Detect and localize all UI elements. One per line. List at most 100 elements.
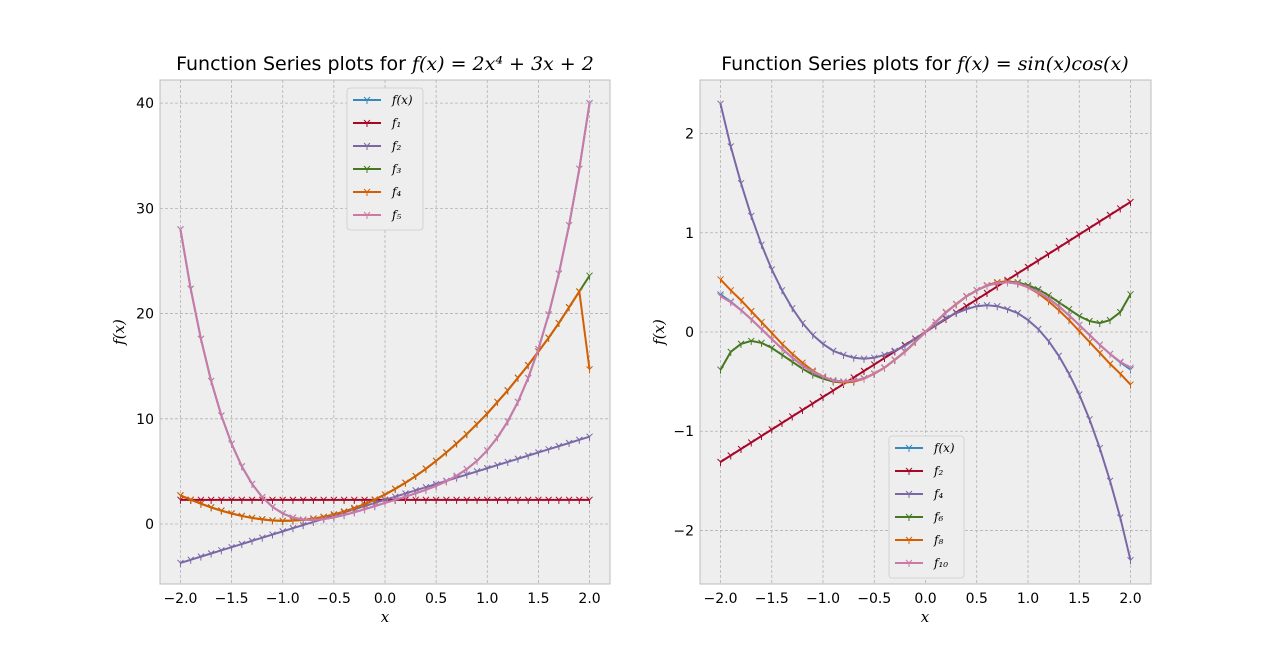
data-point: [207, 504, 215, 512]
x-tick-label: −2.0: [163, 591, 197, 607]
data-point: [1045, 250, 1052, 259]
data-point: [289, 524, 297, 533]
data-point: [983, 301, 991, 310]
data-point: [778, 340, 786, 348]
data-point: [1075, 312, 1083, 321]
data-point: [1004, 279, 1011, 287]
data-point: [545, 496, 552, 504]
data-point: [207, 377, 215, 385]
data-point: [228, 440, 235, 448]
legend-item: f₄: [895, 487, 943, 501]
data-point: [575, 288, 583, 296]
legend-item: f₁: [353, 116, 401, 130]
data-point: [1034, 325, 1042, 334]
data-point: [248, 480, 256, 488]
data-point: [778, 351, 786, 359]
data-point: [299, 516, 307, 524]
data-point: [747, 337, 755, 345]
data-point: [737, 179, 745, 188]
data-point: [829, 377, 837, 385]
ticks-right: −2.0 −1.5 −1.0 −0.5 0.0 0.5 1.0 1.5 2.0 −2 −1 0 1 2: [673, 127, 1141, 607]
data-point: [565, 221, 573, 230]
data-point: [1116, 358, 1124, 366]
data-point: [391, 496, 399, 504]
data-point: [555, 496, 563, 504]
legend-label: f₈: [933, 533, 943, 547]
data-point: [514, 398, 522, 406]
data-point: [197, 335, 205, 343]
x-tick-label: 0.0: [374, 591, 396, 607]
legend-marker: [363, 188, 371, 196]
data-point: [514, 374, 522, 382]
data-point: [504, 458, 512, 466]
data-point: [758, 432, 765, 440]
data-point: [983, 289, 991, 298]
data-point: [768, 335, 776, 343]
x-tick-label: 0.5: [425, 591, 447, 607]
data-point: [381, 499, 389, 507]
data-point: [1096, 341, 1104, 349]
data-point: [412, 496, 420, 504]
data-point: [218, 546, 225, 555]
data-point: [747, 315, 755, 324]
data-point: [1075, 321, 1083, 330]
y-tick-label: 0: [145, 517, 154, 533]
data-point: [829, 347, 837, 355]
legend-marker: [905, 559, 913, 567]
x-axis-label-right: x: [921, 608, 930, 626]
data-point: [963, 292, 970, 301]
x-tick-label: −1.5: [755, 591, 789, 607]
data-point: [1065, 237, 1073, 246]
data-point: [177, 559, 184, 567]
data-point: [860, 355, 868, 363]
data-point: [1096, 319, 1104, 328]
data-point: [717, 292, 724, 301]
data-point: [1055, 302, 1063, 311]
data-point: [850, 377, 858, 385]
data-point: [1034, 257, 1042, 265]
data-point: [727, 348, 735, 356]
data-point: [443, 449, 450, 457]
y-axis-label-right: f(x): [650, 319, 668, 346]
data-point: [463, 496, 471, 504]
data-point: [422, 496, 430, 504]
data-point: [727, 143, 735, 151]
data-point: [973, 286, 981, 295]
data-point: [432, 482, 440, 490]
data-point: [932, 318, 940, 327]
data-point: [494, 434, 501, 442]
ticks-left: −2.0 −1.5 −1.0 −0.5 0.0 0.5 1.0 1.5 2.0 0 10 20 30 40: [136, 96, 601, 607]
legend-label: f₄: [391, 185, 401, 199]
legend-label: f₁₀: [933, 556, 948, 570]
data-point: [494, 461, 501, 470]
data-point: [330, 496, 338, 504]
legend-marker: [905, 444, 913, 452]
data-point: [717, 366, 724, 374]
gridlines-right: [700, 80, 1151, 584]
data-point: [350, 496, 358, 504]
data-point: [228, 510, 235, 518]
data-point: [737, 306, 745, 315]
data-point: [361, 500, 368, 509]
x-axis-label-left: x: [381, 608, 390, 626]
data-point: [545, 334, 552, 342]
data-point: [524, 374, 532, 382]
data-point: [1086, 338, 1093, 346]
data-point: [279, 510, 287, 518]
data-point: [422, 486, 430, 494]
legend-left: f(x) f₁ f₂ f₃ f₄ f₅: [346, 87, 424, 231]
data-point: [778, 419, 786, 427]
data-point: [207, 496, 215, 504]
data-point: [371, 496, 379, 504]
data-point: [1055, 244, 1063, 252]
data-point: [555, 442, 563, 451]
x-tick-label: 1.0: [476, 591, 498, 607]
x-tick-label: −0.5: [317, 591, 351, 607]
data-point: [228, 543, 235, 552]
y-tick-label: 0: [685, 325, 694, 341]
legend-item: f₃: [353, 162, 401, 176]
data-point: [983, 282, 991, 290]
legend-item: f₄: [353, 185, 401, 199]
data-point: [891, 347, 899, 355]
data-point: [279, 517, 287, 525]
